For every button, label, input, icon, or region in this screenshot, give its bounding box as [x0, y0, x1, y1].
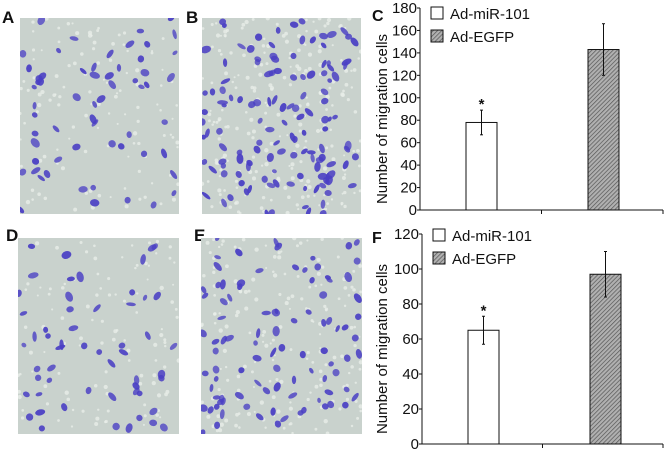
svg-text:120: 120: [394, 226, 419, 243]
svg-text:100: 100: [394, 261, 419, 278]
svg-text:*: *: [481, 302, 487, 319]
bar-chart-c: 0 20 40 60 80 100 120 140 160 180 Number of migrat…: [370, 0, 670, 225]
svg-text:Number of migration cells: Number of migration cells: [374, 264, 391, 434]
svg-text:40: 40: [402, 366, 419, 383]
bar-chart-f: 0 20 40 60 80 100 120 Number of migration cells…: [370, 222, 670, 453]
svg-text:120: 120: [392, 67, 417, 84]
panel-label-d: D: [6, 226, 19, 245]
panel-label-e: E: [194, 226, 206, 245]
panel-label-a: A: [2, 8, 15, 27]
svg-text:160: 160: [392, 22, 417, 39]
panel-label-b: B: [186, 8, 199, 27]
svg-text:20: 20: [400, 180, 417, 197]
micrograph-b: [202, 18, 361, 214]
micrograph-a: [20, 18, 179, 214]
svg-text:Ad-EGFP: Ad-EGFP: [450, 29, 514, 46]
svg-text:80: 80: [400, 112, 417, 129]
micrograph-e: [201, 238, 362, 434]
svg-text:60: 60: [400, 135, 417, 152]
svg-text:*: *: [479, 96, 485, 113]
svg-text:Ad-EGFP: Ad-EGFP: [452, 251, 516, 268]
svg-text:Number of migration cells: Number of migration cells: [374, 34, 391, 204]
svg-text:180: 180: [392, 0, 417, 17]
svg-text:0: 0: [409, 202, 417, 219]
svg-text:Ad-miR-101: Ad-miR-101: [450, 6, 530, 23]
svg-text:140: 140: [392, 45, 417, 62]
svg-text:100: 100: [392, 90, 417, 107]
micrograph-d: [18, 238, 179, 434]
svg-text:60: 60: [402, 331, 419, 348]
svg-text:F: F: [372, 230, 382, 247]
svg-text:20: 20: [402, 401, 419, 418]
svg-text:0: 0: [411, 436, 419, 453]
svg-text:80: 80: [402, 296, 419, 313]
svg-text:C: C: [372, 8, 384, 25]
svg-text:40: 40: [400, 157, 417, 174]
svg-text:Ad-miR-101: Ad-miR-101: [452, 228, 532, 245]
